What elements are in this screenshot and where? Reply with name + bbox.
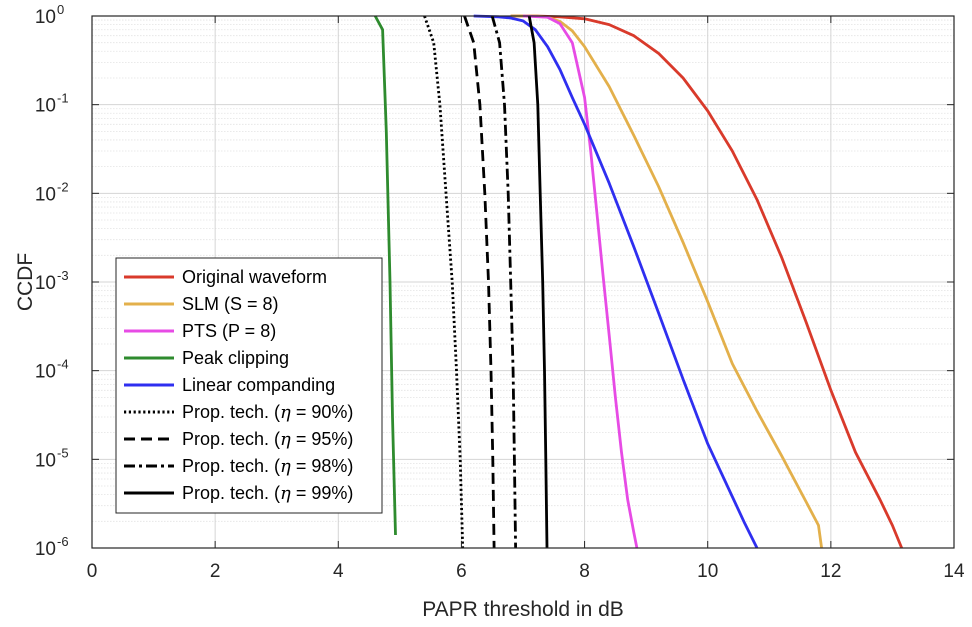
y-tick-label-exponent: -3 <box>57 268 69 283</box>
y-tick-label: 10 <box>35 184 56 205</box>
x-tick-label: 8 <box>579 561 590 582</box>
series-line-6 <box>423 15 465 549</box>
y-tick-label-exponent: 0 <box>57 2 64 17</box>
x-tick-label: 14 <box>943 561 965 582</box>
y-tick-label: 10 <box>35 362 56 383</box>
y-tick-label: 10 <box>35 96 56 117</box>
y-tick-label-exponent: -6 <box>57 534 69 549</box>
series-line-5 <box>473 14 759 549</box>
series-line-4 <box>373 15 397 536</box>
series-line-7 <box>463 15 496 549</box>
legend-entry-label: Peak clipping <box>182 348 289 368</box>
series-lines <box>373 14 903 549</box>
y-tick-label-exponent: -2 <box>57 179 69 194</box>
legend-entry-label: Prop. tech. (η = 98%) <box>182 456 353 477</box>
series-line-9 <box>527 15 549 549</box>
x-tick-labels: 0 2 4 6 8 10 12 14 <box>87 561 965 582</box>
grid <box>91 15 955 549</box>
legend: Original waveform SLM (S = 8) PTS (P = 8) P… <box>115 257 383 514</box>
x-tick-label: 4 <box>333 561 344 582</box>
legend-entry-label: SLM (S = 8) <box>182 294 279 314</box>
y-tick-label-exponent: -5 <box>57 445 69 460</box>
legend-entry-label: Prop. tech. (η = 95%) <box>182 429 353 450</box>
y-tick-label: 10 <box>35 450 56 471</box>
legend-entry-label: PTS (P = 8) <box>182 321 276 341</box>
y-tick-label: 10 <box>35 539 56 560</box>
y-axis-title: CCDF <box>14 253 37 311</box>
y-tick-label: 10 <box>35 7 56 28</box>
x-tick-label: 6 <box>456 561 467 582</box>
ticks <box>91 15 955 549</box>
series-line-8 <box>490 15 517 549</box>
x-tick-label: 0 <box>87 561 98 582</box>
y-tick-label: 10 <box>35 273 56 294</box>
x-tick-label: 12 <box>820 561 841 582</box>
legend-entry-label: Linear companding <box>182 375 335 395</box>
y-tick-label-exponent: -4 <box>57 357 69 372</box>
x-tick-label: 2 <box>210 561 221 582</box>
y-tick-label-exponent: -1 <box>57 91 69 106</box>
legend-entry-label: Prop. tech. (η = 99%) <box>182 483 353 504</box>
legend-entry-label: Prop. tech. (η = 90%) <box>182 402 353 423</box>
x-axis-title: PAPR threshold in dB <box>422 598 624 621</box>
x-tick-label: 10 <box>697 561 718 582</box>
legend-entry-label: Original waveform <box>182 267 327 287</box>
series-line-3 <box>522 14 639 549</box>
series-line-1 <box>510 14 903 549</box>
